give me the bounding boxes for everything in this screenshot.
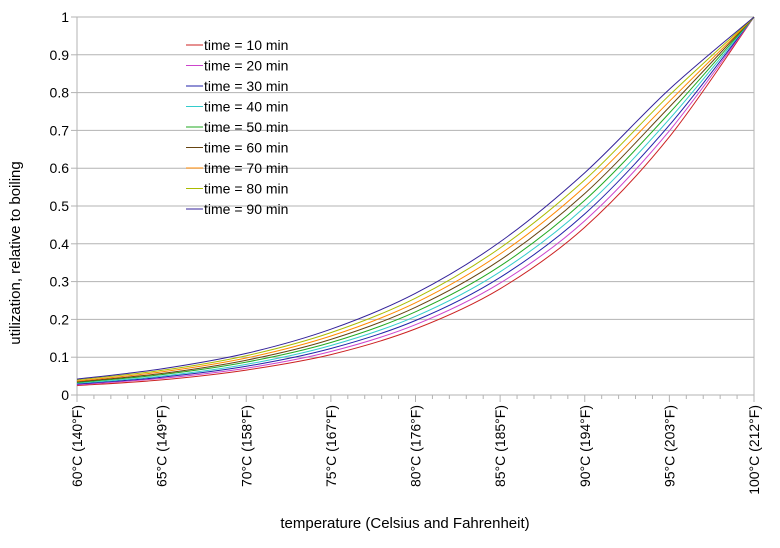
y-tick-label: 0.2	[50, 311, 70, 327]
x-axis-title: temperature (Celsius and Fahrenheit)	[280, 515, 529, 532]
y-tick-label: 1	[61, 9, 69, 25]
x-tick-label: 90°C (194°F)	[577, 405, 593, 487]
series-line-50-min	[76, 16, 755, 383]
series-line-70-min	[76, 16, 755, 382]
series-line-80-min	[76, 16, 755, 381]
legend-label: time = 20 min	[204, 58, 288, 74]
x-tick-label: 85°C (185°F)	[492, 405, 508, 487]
legend-label: time = 70 min	[204, 160, 288, 176]
series-line-40-min	[76, 16, 755, 384]
legend-label: time = 80 min	[204, 181, 288, 197]
y-tick-label: 0.7	[50, 122, 70, 138]
legend-label: time = 30 min	[204, 78, 288, 94]
y-tick-label: 0.6	[50, 160, 70, 176]
y-axis-title: utilization, relative to boiling	[7, 161, 24, 344]
y-tick-label: 0.4	[50, 236, 70, 252]
y-tick-label: 0.1	[50, 349, 70, 365]
y-tick-label: 0.9	[50, 47, 70, 63]
y-tick-label: 0.5	[50, 198, 70, 214]
series-line-20-min	[76, 16, 755, 386]
x-tick-label: 80°C (176°F)	[408, 405, 424, 487]
legend-label: time = 50 min	[204, 119, 288, 135]
x-tick-label: 95°C (203°F)	[661, 405, 677, 487]
y-tick-label: 0	[61, 387, 69, 403]
legend-label: time = 10 min	[204, 37, 288, 53]
y-tick-label: 0.3	[50, 274, 70, 290]
series-line-60-min	[76, 16, 755, 383]
x-tick-label: 60°C (140°F)	[69, 405, 85, 487]
series-line-90-min	[76, 16, 755, 380]
legend-label: time = 90 min	[204, 201, 288, 217]
legend-label: time = 40 min	[204, 99, 288, 115]
x-tick-label: 75°C (167°F)	[323, 405, 339, 487]
series-line-30-min	[76, 16, 755, 385]
y-tick-label: 0.8	[50, 85, 70, 101]
x-tick-label: 70°C (158°F)	[238, 405, 254, 487]
legend-label: time = 60 min	[204, 140, 288, 156]
series-line-10-min	[76, 16, 755, 387]
x-tick-label: 100°C (212°F)	[746, 405, 762, 495]
x-tick-label: 65°C (149°F)	[154, 405, 170, 487]
